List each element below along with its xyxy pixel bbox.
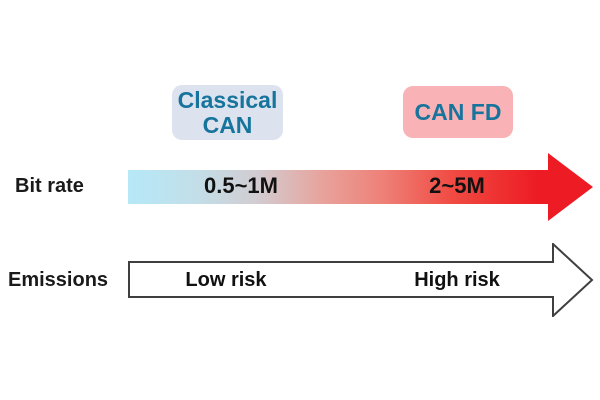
emissions-arrow-shape [128,243,594,317]
bit-rate-arrow-shape [128,153,593,221]
bit-rate-low-value: 0.5~1M [204,173,278,198]
emissions-high-value: High risk [414,269,500,291]
emissions-low-value: Low risk [185,269,267,291]
bit-rate-high-value: 2~5M [429,173,485,198]
emissions-arrow [128,243,594,317]
classical-can-badge-line1: Classical [177,86,278,113]
emissions-label: Emissions [8,269,109,291]
classical-can-badge: Classical CAN [172,85,283,140]
can-fd-badge: CAN FD [403,86,513,138]
bit-rate-arrow [128,153,593,221]
bit-rate-label: Bit rate [15,175,84,197]
classical-can-badge-line2: CAN [202,111,253,138]
can-fd-badge-label: CAN FD [414,98,502,125]
